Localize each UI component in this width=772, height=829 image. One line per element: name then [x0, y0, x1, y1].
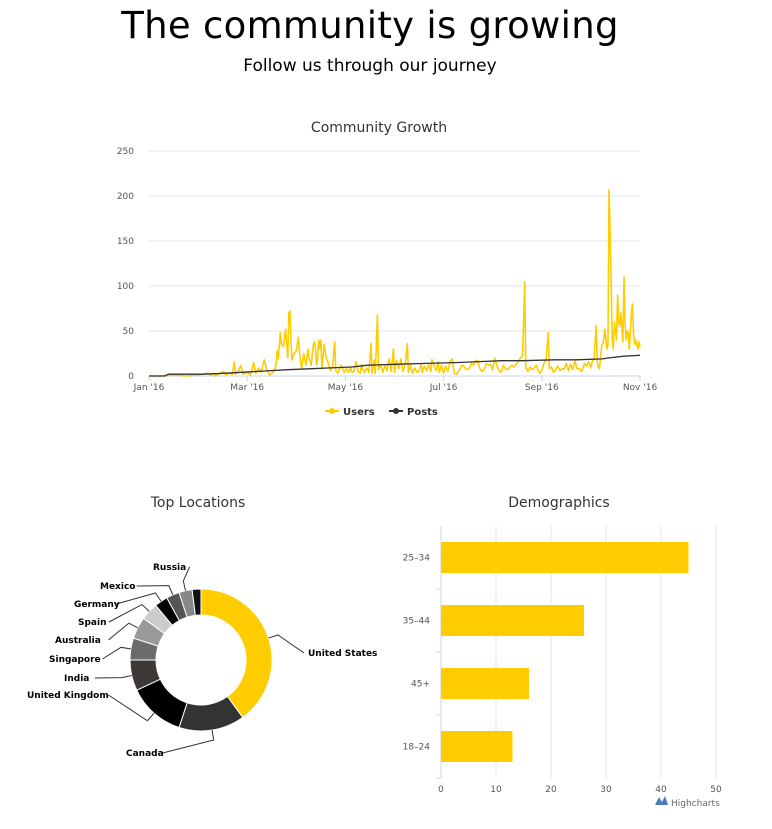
x-tick-label: Sep '16 [525, 383, 559, 393]
pie-chart-title: Top Locations [150, 495, 246, 511]
pie-connector [182, 566, 191, 591]
y-tick-label: 150 [117, 237, 134, 247]
bar-x-tick-label: 10 [490, 785, 502, 795]
y-tick-label: 250 [117, 147, 134, 157]
bar-chart-title: Demographics [508, 495, 609, 511]
x-tick-label: Nov '16 [623, 383, 658, 393]
bar-x-tick-label: 0 [438, 785, 444, 795]
bar-x-tick-label: 20 [545, 785, 557, 795]
pie-connector [108, 694, 155, 722]
pie-connector [94, 675, 132, 679]
y-tick-label: 50 [123, 327, 135, 337]
pie-connector [102, 646, 131, 660]
pie-label: India [64, 674, 89, 684]
legend-marker-users [329, 408, 335, 414]
pie-connector [136, 585, 174, 596]
pie-label: Germany [74, 600, 120, 610]
series-line-users [149, 188, 641, 377]
bar [441, 731, 513, 762]
pie-label: United Kingdom [27, 691, 109, 701]
legend-label-posts: Posts [407, 407, 438, 418]
x-tick-label: Jan '16 [133, 383, 165, 393]
bar [441, 605, 584, 636]
pie-label: Russia [153, 563, 186, 573]
y-tick-label: 200 [117, 192, 134, 202]
bar-x-tick-label: 50 [710, 785, 722, 795]
pie-connector [108, 622, 138, 641]
pie-connector [108, 603, 150, 623]
bar-x-tick-label: 30 [600, 785, 612, 795]
bar [441, 542, 689, 573]
pie-label: Canada [126, 749, 164, 759]
pie-label: United States [308, 649, 377, 659]
bar-category-label: 18–24 [403, 743, 431, 753]
bar-category-label: 35–44 [403, 617, 431, 627]
legend-label-users: Users [343, 407, 375, 418]
bar [441, 668, 529, 699]
x-tick-label: Mar '16 [230, 383, 264, 393]
y-tick-label: 100 [117, 282, 134, 292]
bar-category-label: 45+ [411, 680, 430, 690]
x-tick-label: Jul '16 [429, 383, 458, 393]
highcharts-credit: Highcharts [671, 799, 720, 809]
x-tick-label: May '16 [328, 383, 364, 393]
highcharts-logo-icon [655, 796, 668, 805]
pie-slice [200, 588, 273, 719]
bar-x-tick-label: 40 [655, 785, 667, 795]
pie-label: Mexico [100, 582, 135, 592]
legend-marker-posts [393, 408, 399, 414]
pie-label: Spain [78, 618, 107, 628]
page-subtitle: Follow us through our journey [243, 56, 497, 76]
pie-slice [191, 588, 202, 616]
bar-category-label: 25–34 [403, 554, 431, 564]
page-title: The community is growing [121, 4, 619, 47]
pie-connector [116, 592, 162, 605]
line-chart-title: Community Growth [311, 120, 447, 136]
y-tick-label: 0 [128, 372, 134, 382]
pie-connector [268, 634, 305, 654]
pie-connector [162, 730, 215, 754]
series-line-posts [149, 354, 641, 377]
pie-label: Australia [55, 636, 101, 646]
pie-label: Singapore [49, 655, 101, 665]
